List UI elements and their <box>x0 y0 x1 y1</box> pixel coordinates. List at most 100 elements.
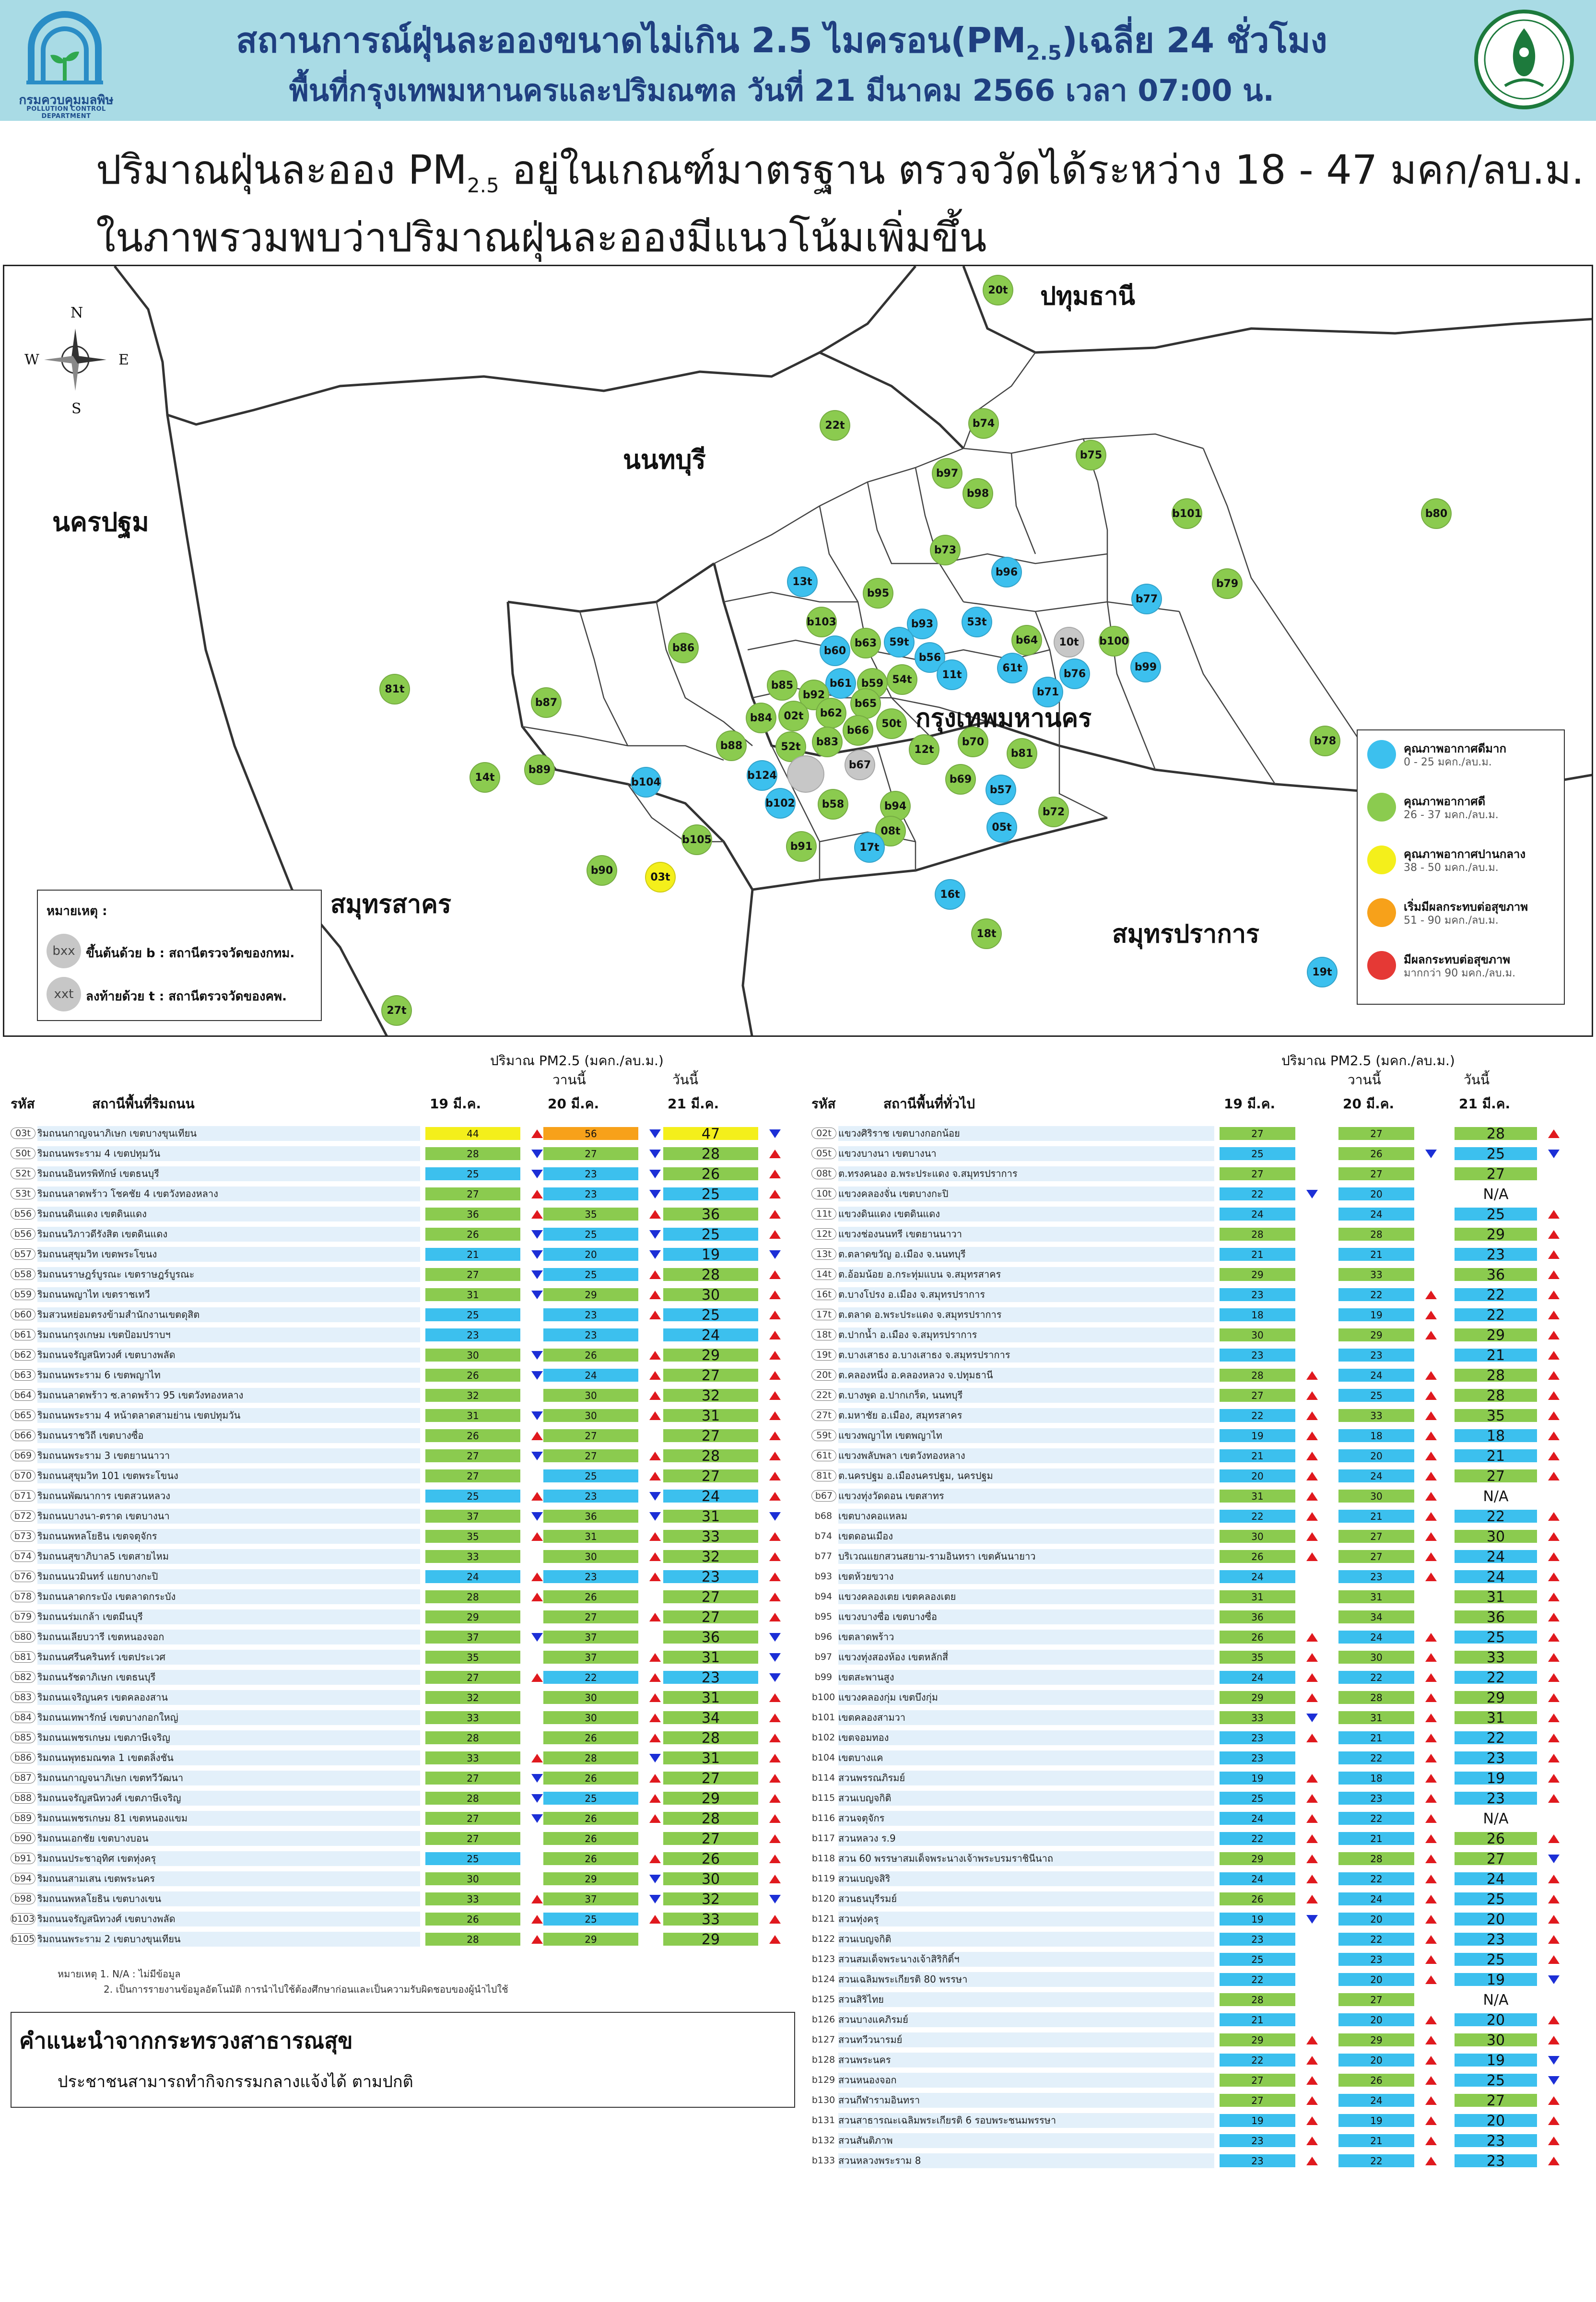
station-marker-16t[interactable]: 16t <box>935 879 965 910</box>
station-marker-b124[interactable]: b124 <box>747 760 777 791</box>
station-marker-11t[interactable]: 11t <box>937 659 967 690</box>
station-marker-b74[interactable]: b74 <box>968 408 999 439</box>
pm-value: 22 <box>1219 1832 1296 1845</box>
station-marker-b62[interactable]: b62 <box>816 698 846 728</box>
table-row: b58 ริมถนนราษฎร์บูรณะ เขตราษฎร์บูรณะ 27 25 2… <box>11 1267 792 1282</box>
station-marker-b57[interactable]: b57 <box>986 775 1016 805</box>
station-marker-b76[interactable]: b76 <box>1059 658 1090 689</box>
station-marker-b66[interactable]: b66 <box>843 715 873 746</box>
station-marker-b96[interactable]: b96 <box>991 557 1022 587</box>
station-marker-50t[interactable]: 50t <box>876 708 907 739</box>
station-marker-b91[interactable]: b91 <box>786 831 817 862</box>
station-code: b123 <box>811 1954 835 1964</box>
station-marker-27t[interactable]: 27t <box>381 995 412 1026</box>
legend-swatch <box>1367 793 1396 822</box>
station-code: b61 <box>11 1329 35 1340</box>
station-marker-b63[interactable]: b63 <box>850 628 881 658</box>
pm-value: 22 <box>1338 1932 1415 1946</box>
station-marker-59t[interactable]: 59t <box>884 627 915 658</box>
trend-up-icon <box>769 1915 781 1924</box>
station-marker-b78[interactable]: b78 <box>1310 726 1340 756</box>
station-name: ริมถนนสุขุมวิท เขตพระโขนง <box>37 1247 420 1262</box>
station-marker-b84[interactable]: b84 <box>746 703 776 733</box>
station-marker-b104[interactable]: b104 <box>631 767 661 798</box>
trend-up-icon <box>1306 1532 1318 1541</box>
station-marker-b98[interactable]: b98 <box>962 478 993 509</box>
station-marker-13t[interactable]: 13t <box>787 566 818 597</box>
station-marker-b89[interactable]: b89 <box>524 754 555 785</box>
station-marker-14t[interactable]: 14t <box>469 762 500 793</box>
station-marker-53t[interactable]: 53t <box>962 607 992 637</box>
station-marker-b80[interactable]: b80 <box>1421 498 1452 529</box>
station-marker-b64[interactable]: b64 <box>1011 625 1042 656</box>
station-marker-b72[interactable]: b72 <box>1038 797 1069 827</box>
station-marker-b79[interactable]: b79 <box>1212 568 1243 599</box>
station-code: b130 <box>811 2095 835 2105</box>
table-row: b96 เขตลาดพร้าว 26 24 25 <box>811 1630 1593 1645</box>
station-marker-05t[interactable]: 05t <box>986 812 1017 843</box>
station-marker-12t[interactable]: 12t <box>909 734 939 765</box>
station-marker-b86[interactable]: b86 <box>668 633 699 663</box>
station-marker-b99[interactable]: b99 <box>1130 652 1161 682</box>
station-marker-b77[interactable]: b77 <box>1131 584 1162 614</box>
station-marker-b100[interactable]: b100 <box>1099 626 1129 657</box>
station-marker-b101[interactable]: b101 <box>1172 498 1202 529</box>
station-marker-b102[interactable]: b102 <box>765 788 796 819</box>
trend-down-icon <box>649 1230 661 1239</box>
station-marker-54t[interactable]: 54t <box>887 664 917 695</box>
station-marker-b83[interactable]: b83 <box>812 727 843 757</box>
station-marker-b81[interactable]: b81 <box>1007 738 1037 769</box>
station-marker-02t[interactable]: 02t <box>778 701 809 731</box>
station-marker-unlabeled[interactable] <box>787 755 824 793</box>
station-marker-b105[interactable]: b105 <box>681 824 712 855</box>
station-name: แขวงทุ่งสองห้อง เขตหลักสี่ <box>838 1650 1214 1665</box>
station-name: สวนเบญจสิริ <box>838 1871 1214 1886</box>
station-marker-b95[interactable]: b95 <box>863 578 893 609</box>
station-marker-b75[interactable]: b75 <box>1076 440 1106 470</box>
station-marker-18t[interactable]: 18t <box>971 918 1002 949</box>
station-code: b73 <box>11 1530 35 1542</box>
station-name: สวนหลวงพระราม 8 <box>838 2153 1214 2168</box>
station-marker-b71[interactable]: b71 <box>1033 677 1063 707</box>
station-name: สวนหนองจอก <box>838 2073 1214 2088</box>
station-marker-17t[interactable]: 17t <box>854 832 885 863</box>
station-marker-b103[interactable]: b103 <box>806 607 837 637</box>
station-marker-10t[interactable]: 10t <box>1054 627 1084 658</box>
station-marker-b88[interactable]: b88 <box>716 730 747 761</box>
pm-value: 32 <box>425 1388 521 1402</box>
station-marker-b85[interactable]: b85 <box>767 670 798 701</box>
trend-up-icon <box>1425 1552 1437 1561</box>
station-marker-b58[interactable]: b58 <box>818 789 848 820</box>
yesterday-heading: วานนี้ <box>552 1072 586 1088</box>
code-heading: รหัส <box>11 1096 35 1112</box>
pm-value: 26 <box>543 1348 639 1362</box>
trend-up-icon <box>531 1593 543 1601</box>
station-marker-b65[interactable]: b65 <box>850 688 881 719</box>
trend-up-icon <box>1548 1693 1560 1702</box>
trend-up-icon <box>1306 1834 1318 1843</box>
station-marker-20t[interactable]: 20t <box>983 275 1013 305</box>
station-marker-b61[interactable]: b61 <box>825 668 856 699</box>
pm-value: 37 <box>543 1650 639 1664</box>
station-marker-b90[interactable]: b90 <box>587 855 617 886</box>
station-marker-22t[interactable]: 22t <box>820 410 850 441</box>
station-code: b122 <box>811 1934 835 1944</box>
station-marker-b73[interactable]: b73 <box>930 535 961 565</box>
station-marker-b97[interactable]: b97 <box>932 458 962 489</box>
station-marker-81t[interactable]: 81t <box>379 674 410 705</box>
pm-value: 28 <box>1454 1388 1537 1403</box>
station-marker-03t[interactable]: 03t <box>645 862 676 893</box>
station-marker-b60[interactable]: b60 <box>820 635 850 666</box>
station-marker-b69[interactable]: b69 <box>945 764 976 795</box>
pm-value: 26 <box>425 1429 521 1443</box>
station-marker-61t[interactable]: 61t <box>997 653 1028 683</box>
station-marker-b70[interactable]: b70 <box>958 727 988 757</box>
trend-up-icon <box>1306 1411 1318 1420</box>
pm-value: 27 <box>543 1610 639 1624</box>
pm-value: 28 <box>543 1751 639 1765</box>
station-marker-b94[interactable]: b94 <box>880 791 911 822</box>
station-marker-b67[interactable]: b67 <box>845 750 875 780</box>
station-marker-19t[interactable]: 19t <box>1307 957 1338 987</box>
station-marker-b87[interactable]: b87 <box>531 687 562 718</box>
pm-value: 29 <box>1454 1691 1537 1705</box>
